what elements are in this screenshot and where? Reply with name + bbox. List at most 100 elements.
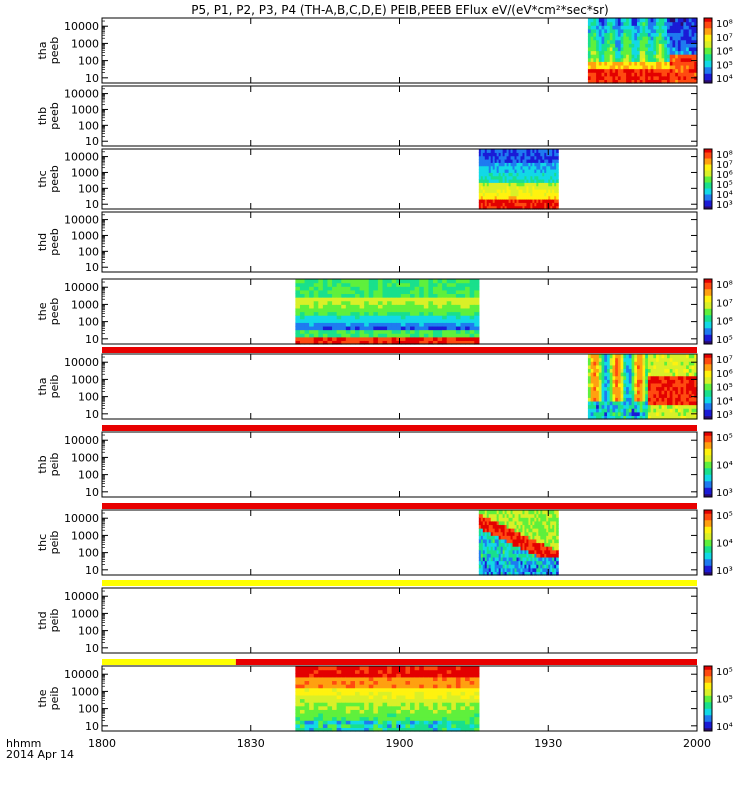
spectrogram-cell [299, 282, 306, 287]
spectrogram-cell [520, 189, 524, 193]
spectrogram-cell [502, 571, 506, 576]
spectrogram-cell [304, 289, 310, 295]
y-tick-label: 10 [85, 564, 99, 577]
spectrogram-cell [556, 159, 559, 163]
spectrogram-cell [617, 390, 622, 395]
spectrogram-cell [492, 189, 496, 193]
spectrogram-cell [486, 571, 490, 576]
spectrogram-cell [544, 165, 547, 170]
spectrogram-cell [532, 571, 535, 576]
spectrogram-cell [480, 192, 484, 197]
spectrogram-cell [656, 36, 660, 41]
spectrogram-cell [538, 199, 541, 203]
spectrogram-cell [686, 364, 690, 370]
spectrogram-cell [500, 169, 504, 173]
spectrogram-cell [680, 361, 684, 366]
spectrogram-cell [593, 18, 597, 23]
spectrogram-cell [480, 172, 484, 177]
panel-label-probe: tha [36, 41, 49, 59]
spectrogram-cell [500, 556, 504, 562]
spectrogram-cell [650, 400, 654, 406]
spectrogram-cell [645, 72, 649, 77]
spectrogram-cell [524, 553, 528, 558]
spectrogram-cell [446, 680, 452, 685]
spectrogram-cell [490, 162, 494, 167]
spectrogram-cell [667, 72, 671, 77]
spectrogram-cell [506, 182, 510, 187]
spectrogram-cell [514, 564, 518, 569]
spectrogram-cell [680, 75, 684, 80]
spectrogram-cell [552, 513, 555, 518]
spectrogram-cell [508, 185, 512, 190]
spectrogram-cell [500, 199, 504, 203]
spectrogram-cell [437, 691, 443, 696]
spectrogram-cell [691, 415, 695, 420]
spectrogram-cell [639, 411, 644, 416]
spectrogram-cell [482, 517, 486, 522]
spectrogram-cell [552, 165, 555, 170]
spectrogram-cell [510, 192, 514, 197]
spectrogram-cell [526, 510, 530, 515]
spectrogram-cell [536, 564, 539, 569]
spectrogram-cell [526, 155, 530, 160]
spectrogram-cell [669, 415, 674, 420]
spectrogram-cell [345, 684, 352, 689]
spectrogram-cell [446, 333, 452, 338]
spectrogram-cell [669, 79, 674, 84]
spectrogram-cell [419, 315, 425, 320]
spectrogram-cell [623, 36, 627, 41]
spectrogram-cell [482, 535, 486, 540]
spectrogram-cell [556, 152, 559, 157]
spectrogram-cell [478, 165, 482, 170]
spectrogram-cell [534, 155, 537, 160]
spectrogram-cell [544, 549, 547, 554]
spectrogram-cell [396, 293, 402, 298]
spectrogram-cell [364, 712, 370, 718]
spectrogram-cell [688, 386, 693, 391]
spectrogram-cell [405, 333, 411, 338]
spectrogram-cell [620, 390, 624, 395]
spectrogram-cell [520, 549, 524, 554]
spectrogram-cell [373, 705, 379, 710]
spectrogram-cell [526, 192, 530, 197]
spectrogram-cell [494, 179, 498, 183]
spectrogram-cell [494, 205, 498, 210]
spectrogram-cell [694, 386, 698, 391]
spectrogram-cell [488, 528, 492, 533]
spectrogram-cell [677, 57, 682, 62]
spectrogram-cell [350, 687, 356, 692]
spectrogram-cell [615, 375, 619, 380]
spectrogram-cell [653, 368, 657, 373]
spectrogram-cell [373, 307, 379, 313]
spectrogram-cell [514, 172, 518, 177]
spectrogram-cell [538, 531, 541, 536]
spectrogram-cell [299, 322, 306, 327]
spectrogram-cell [615, 379, 619, 384]
spectrogram-cell [432, 694, 439, 700]
colorbar-segment [704, 375, 712, 378]
spectrogram-cell [645, 68, 649, 73]
spectrogram-cell [309, 329, 315, 334]
spectrogram-cell [548, 517, 551, 522]
colorbar-segment [704, 156, 712, 159]
spectrogram-cell [615, 393, 619, 398]
spectrogram-cell [396, 669, 402, 674]
colorbar-segment [704, 313, 712, 316]
y-tick-label: 10 [85, 408, 99, 421]
spectrogram-cell [510, 155, 514, 160]
spectrogram-cell [634, 68, 638, 73]
colorbar-segment [704, 179, 712, 181]
spectrogram-cell [516, 520, 520, 526]
spectrogram-cell [313, 322, 319, 327]
spectrogram-cell [650, 61, 654, 66]
spectrogram-cell [524, 538, 528, 544]
spectrogram-cell [442, 702, 448, 707]
spectrogram-cell [542, 513, 545, 518]
spectrogram-cell [382, 705, 388, 710]
spectrogram-cell [295, 289, 301, 295]
spectrogram-cell [478, 182, 482, 187]
spectrogram-cell [637, 400, 641, 406]
spectrogram-cell [405, 673, 411, 678]
spectrogram-cell [336, 694, 342, 700]
